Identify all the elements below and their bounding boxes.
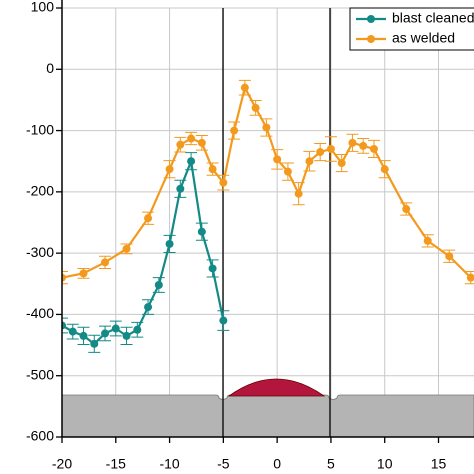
point	[294, 189, 303, 198]
point	[326, 144, 335, 153]
point	[262, 123, 271, 132]
x-tick-label: 15	[431, 456, 447, 472]
point	[187, 134, 196, 143]
point	[240, 83, 249, 92]
y-tick-label: -200	[26, 183, 54, 199]
y-tick-label: -500	[26, 366, 54, 382]
x-tick-label: -15	[106, 456, 126, 472]
point	[122, 244, 131, 253]
point	[144, 303, 153, 312]
point	[101, 329, 110, 338]
legend-marker	[367, 15, 375, 23]
point	[111, 324, 120, 333]
point	[348, 138, 357, 147]
point	[305, 157, 314, 166]
point	[359, 141, 368, 150]
point	[219, 178, 228, 187]
y-tick-label: 100	[31, 0, 55, 15]
point	[62, 273, 66, 282]
y-tick-label: -300	[26, 244, 54, 260]
legend-marker	[367, 35, 375, 43]
weld-schematic	[61, 378, 474, 438]
point	[316, 148, 325, 157]
point	[90, 339, 99, 348]
error-bar	[62, 271, 68, 285]
point	[165, 165, 174, 174]
point	[423, 236, 432, 245]
legend-label: blast cleaned	[392, 10, 474, 26]
point	[133, 325, 142, 334]
point	[380, 165, 389, 174]
point	[197, 138, 206, 147]
weld-bead	[227, 378, 326, 397]
point	[273, 155, 282, 164]
point	[187, 157, 196, 166]
point	[251, 103, 260, 112]
y-tick-label: -600	[26, 428, 54, 444]
y-tick-label: 0	[46, 60, 54, 76]
series-line	[62, 156, 225, 346]
point	[402, 205, 411, 214]
y-tick-label: -100	[26, 121, 54, 137]
point	[154, 281, 163, 290]
point	[208, 165, 217, 174]
x-tick-label: 0	[273, 456, 281, 472]
error-bar	[62, 317, 68, 334]
point	[79, 331, 88, 340]
x-tick-label: -10	[159, 456, 179, 472]
point	[101, 258, 110, 267]
point	[197, 227, 206, 236]
point	[230, 126, 239, 135]
point	[369, 144, 378, 153]
x-tick-label: -5	[217, 456, 230, 472]
point	[144, 214, 153, 223]
point	[219, 316, 228, 325]
point	[283, 167, 292, 176]
point	[337, 159, 346, 168]
y-tick-label: -400	[26, 305, 54, 321]
x-tick-label: -20	[52, 456, 72, 472]
point	[208, 264, 217, 273]
x-tick-label: 5	[327, 456, 335, 472]
point	[165, 239, 174, 248]
point	[445, 252, 454, 261]
point	[122, 331, 131, 340]
x-tick-label: 10	[377, 456, 393, 472]
point	[79, 269, 88, 278]
point	[68, 327, 77, 336]
point	[62, 321, 66, 330]
legend-label: as welded	[392, 30, 455, 46]
plate	[61, 394, 474, 438]
point	[466, 273, 474, 282]
point	[176, 140, 185, 149]
legend-box	[349, 7, 474, 51]
point	[176, 184, 185, 193]
